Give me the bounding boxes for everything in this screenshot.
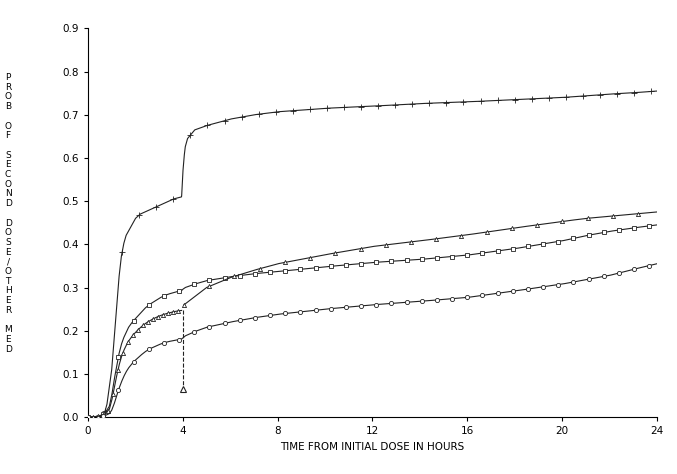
Text: P
R
O
B
 
O
F
 
S
E
C
O
N
D
 
D
O
S
E
/
O
T
H
E
R
 
M
E
D: P R O B O F S E C O N D D O S E / O T H … — [4, 73, 12, 354]
ELETRIPTAN (40 MG) — [641, 224, 649, 229]
DOUBLE BLIND PLACEBO — [580, 93, 588, 99]
Line: ELETRIPTAN (20 MG): ELETRIPTAN (20 MG) — [182, 210, 659, 307]
DOUBLE BLIND PLACEBO — [641, 89, 649, 95]
DOUBLE BLIND PLACEBO — [653, 88, 661, 94]
ELETRIPTAN (40 MG) — [183, 284, 191, 290]
DOUBLE BLIND PLACEBO — [302, 107, 310, 112]
DOUBLE BLIND PLACEBO — [149, 206, 157, 211]
ELETRIPTAN (20 MG) — [449, 234, 457, 239]
ELETRIPTAN (80 MG) — [302, 309, 310, 314]
Line: ELETRIPTAN (80 MG): ELETRIPTAN (80 MG) — [86, 262, 659, 419]
DOUBLE BLIND PLACEBO — [327, 105, 335, 111]
ELETRIPTAN (40 MG) — [302, 266, 310, 272]
DOUBLE BLIND PLACEBO — [84, 414, 92, 420]
Line: DOUBLE BLIND PLACEBO: DOUBLE BLIND PLACEBO — [85, 88, 659, 420]
X-axis label: TIME FROM INITIAL DOSE IN HOURS: TIME FROM INITIAL DOSE IN HOURS — [280, 442, 464, 452]
ELETRIPTAN (20 MG) — [653, 209, 661, 215]
ELETRIPTAN (80 MG) — [653, 261, 661, 267]
DOUBLE BLIND PLACEBO — [183, 139, 191, 145]
ELETRIPTAN (20 MG) — [236, 272, 244, 277]
ELETRIPTAN (20 MG) — [390, 241, 398, 247]
ELETRIPTAN (80 MG) — [183, 332, 191, 338]
ELETRIPTAN (80 MG) — [327, 306, 335, 311]
ELETRIPTAN (80 MG) — [580, 277, 588, 283]
ELETRIPTAN (80 MG) — [84, 414, 92, 420]
ELETRIPTAN (80 MG) — [149, 345, 157, 350]
ELETRIPTAN (20 MG) — [217, 279, 225, 284]
ELETRIPTAN (40 MG) — [653, 222, 661, 228]
ELETRIPTAN (40 MG) — [149, 300, 157, 305]
ELETRIPTAN (40 MG) — [580, 233, 588, 239]
ELETRIPTAN (80 MG) — [641, 264, 649, 269]
Line: ELETRIPTAN (40 MG): ELETRIPTAN (40 MG) — [86, 223, 659, 419]
ELETRIPTAN (40 MG) — [327, 264, 335, 269]
ELETRIPTAN (20 MG) — [399, 240, 407, 246]
ELETRIPTAN (20 MG) — [380, 242, 389, 248]
ELETRIPTAN (20 MG) — [180, 302, 188, 308]
ELETRIPTAN (40 MG) — [84, 414, 92, 420]
